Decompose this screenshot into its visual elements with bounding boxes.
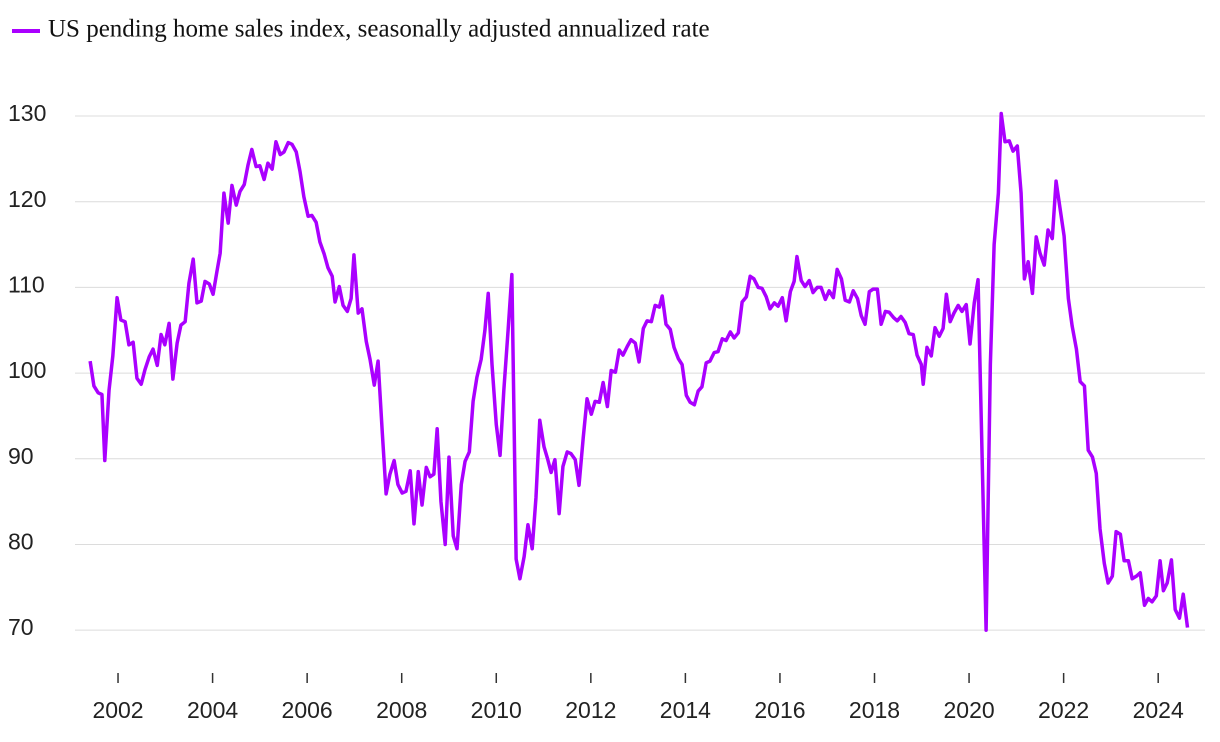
- x-tick-label: 2016: [754, 697, 805, 723]
- x-tick-label: 2014: [660, 697, 711, 723]
- x-tick-label: 2008: [376, 697, 427, 723]
- y-tick-label: 70: [8, 614, 34, 640]
- x-tick-label: 2018: [849, 697, 900, 723]
- data-line: [88, 111, 1190, 632]
- y-tick-label: 80: [8, 529, 34, 555]
- y-tick-label: 110: [8, 271, 45, 297]
- y-tick-label: 130: [8, 100, 46, 126]
- y-tick-label: 90: [8, 443, 34, 469]
- x-tick-label: 2020: [943, 697, 994, 723]
- x-tick-label: 2022: [1038, 697, 1089, 723]
- x-tick-label: 2004: [187, 697, 238, 723]
- x-tick-label: 2010: [471, 697, 522, 723]
- y-tick-label: 100: [8, 357, 46, 383]
- y-tick-label: 120: [8, 186, 46, 212]
- x-tick-label: 2002: [92, 697, 143, 723]
- x-tick-label: 2024: [1133, 697, 1184, 723]
- x-tick-label: 2006: [282, 697, 333, 723]
- x-tick-label: 2012: [565, 697, 616, 723]
- legend-label: US pending home sales index, seasonally …: [48, 16, 710, 43]
